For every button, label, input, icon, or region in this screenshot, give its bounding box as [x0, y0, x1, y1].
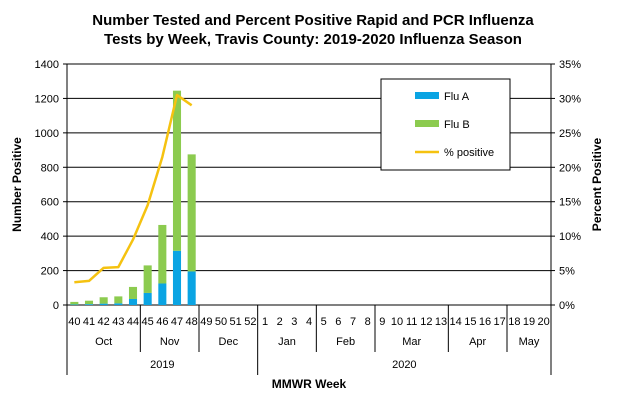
x-tick-label: 10	[391, 316, 403, 328]
bar-flu-a	[172, 250, 182, 305]
y2-tick-label: 0%	[559, 300, 575, 312]
x-tick-label: 18	[508, 316, 520, 328]
legend-label: % positive	[444, 147, 494, 159]
y-tick-label: 600	[41, 197, 59, 209]
bar-flu-b	[99, 297, 108, 304]
month-label: Mar	[402, 336, 421, 348]
month-label: Nov	[160, 336, 180, 348]
bar-flu-a	[70, 304, 79, 305]
x-tick-label: 5	[321, 316, 327, 328]
y-axis-title: Number Positive	[10, 137, 24, 232]
bar-flu-a	[114, 303, 123, 305]
y-tick-label: 1200	[35, 93, 59, 105]
bar-flu-a	[158, 283, 167, 305]
x-tick-label: 6	[335, 316, 341, 328]
y2-axis-title: Percent Positive	[590, 137, 604, 231]
x-tick-label: 15	[464, 316, 476, 328]
bar-flu-b	[158, 224, 167, 284]
x-axis-title: MMWR Week	[272, 377, 347, 391]
y2-tick-label: 20%	[559, 162, 581, 174]
bar-flu-a	[84, 304, 94, 305]
x-tick-label: 50	[215, 316, 227, 328]
bar-flu-b	[84, 300, 94, 305]
plot-area-border	[66, 63, 552, 306]
legend-label: Flu B	[444, 119, 470, 131]
x-tick-label: 8	[365, 316, 371, 328]
x-tick-label: 14	[450, 316, 462, 328]
x-tick-label: 51	[230, 316, 242, 328]
y-tick-label: 0	[53, 300, 59, 312]
x-tick-label: 9	[379, 316, 385, 328]
y2-tick-label: 5%	[559, 266, 575, 278]
x-tick-label: 13	[435, 316, 447, 328]
bar-flu-b	[143, 265, 152, 293]
legend-label: Flu A	[444, 91, 470, 103]
x-tick-label: 49	[200, 316, 212, 328]
x-tick-label: 12	[420, 316, 432, 328]
y2-tick-label: 25%	[559, 128, 581, 140]
x-tick-label: 47	[171, 316, 183, 328]
bar-flu-b	[70, 301, 79, 305]
legend-box	[380, 78, 511, 171]
bar-flu-b	[128, 286, 138, 299]
year-label: 2020	[392, 359, 416, 371]
bar-flu-a	[143, 292, 152, 305]
bar-flu-b	[172, 90, 182, 251]
x-tick-label: 7	[350, 316, 356, 328]
month-label: Oct	[95, 336, 112, 348]
y-tick-label: 1400	[35, 59, 59, 71]
y-tick-label: 1000	[35, 128, 59, 140]
x-tick-label: 41	[83, 316, 95, 328]
x-tick-label: 45	[142, 316, 154, 328]
y-tick-label: 400	[41, 231, 59, 243]
x-tick-label: 16	[479, 316, 491, 328]
month-label: Feb	[336, 336, 355, 348]
chart-title-line: Number Tested and Percent Positive Rapid…	[92, 12, 534, 29]
y-tick-label: 200	[41, 266, 59, 278]
x-tick-label: 2	[277, 316, 283, 328]
month-label: Dec	[219, 336, 239, 348]
x-tick-label: 52	[244, 316, 256, 328]
bar-flu-b	[114, 296, 123, 304]
x-tick-label: 46	[156, 316, 168, 328]
percent-positive-line	[74, 93, 193, 284]
y2-tick-label: 35%	[559, 59, 581, 71]
x-tick-label: 17	[494, 316, 506, 328]
x-tick-label: 20	[538, 316, 550, 328]
y2-tick-label: 10%	[559, 231, 581, 243]
x-tick-label: 48	[186, 316, 198, 328]
x-tick-label: 3	[291, 316, 297, 328]
month-label: May	[519, 336, 540, 348]
month-label: Jan	[278, 336, 296, 348]
x-tick-label: 43	[112, 316, 124, 328]
bar-flu-a	[187, 271, 196, 305]
x-tick-label: 44	[127, 316, 139, 328]
y2-tick-label: 30%	[559, 93, 581, 105]
bar-flu-a	[99, 303, 108, 305]
y2-tick-label: 15%	[559, 197, 581, 209]
chart-title-line: Tests by Week, Travis County: 2019-2020 …	[104, 31, 522, 48]
x-tick-label: 11	[406, 316, 417, 328]
bar-flu-a	[128, 298, 138, 305]
year-label: 2019	[150, 359, 174, 371]
x-tick-label: 1	[262, 316, 268, 328]
bar-flu-b	[187, 154, 196, 272]
y-tick-label: 800	[41, 162, 59, 174]
x-tick-label: 42	[98, 316, 110, 328]
month-label: Apr	[469, 336, 486, 348]
legend-swatch-flu-a	[415, 92, 439, 99]
x-tick-label: 19	[523, 316, 535, 328]
x-tick-label: 4	[306, 316, 312, 328]
legend-swatch-flu-b	[415, 120, 439, 127]
x-tick-label: 40	[68, 316, 80, 328]
